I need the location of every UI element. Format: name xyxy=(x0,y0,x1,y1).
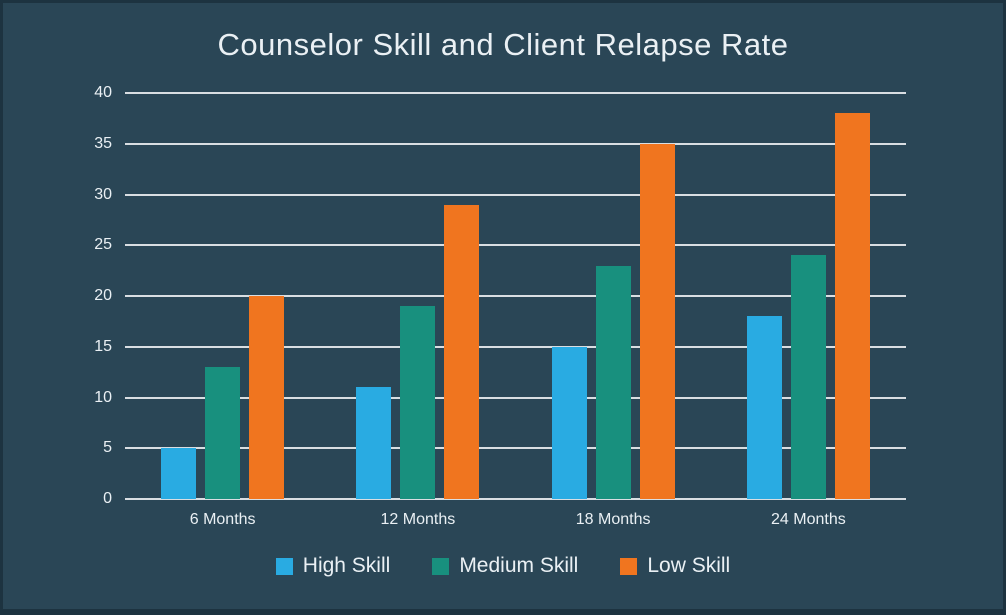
legend-item-high-skill: High Skill xyxy=(275,554,391,578)
y-axis-tick-label: 10 xyxy=(94,388,112,406)
gridline xyxy=(125,142,906,145)
y-axis-tick-label: 0 xyxy=(103,490,112,507)
legend-item-medium-skill: Medium Skill xyxy=(432,554,578,578)
bar-high-skill-12-months xyxy=(356,387,392,499)
bar-low-skill-18-months xyxy=(639,143,675,499)
bar-high-skill-18-months xyxy=(551,346,587,499)
bars-layer xyxy=(125,93,906,499)
bar-high-skill-24-months xyxy=(746,316,782,499)
y-axis-tick-label: 30 xyxy=(94,185,112,203)
gridline xyxy=(125,244,906,247)
x-axis-category-label: 18 Months xyxy=(575,511,651,528)
plot-area: 0 5 10 15 20 25 30 35 40 6 Months 12 Months 18 Mon… xyxy=(94,84,906,528)
bar-high-skill-6-months xyxy=(161,448,197,499)
y-axis-tick-label: 5 xyxy=(103,439,112,457)
bar-group-18-months xyxy=(516,93,711,499)
legend-swatch-medium-skill xyxy=(432,557,450,575)
legend-label: High Skill xyxy=(302,554,391,577)
bar-group-24-months xyxy=(711,93,906,499)
gridline xyxy=(125,498,906,500)
bar-low-skill-6-months xyxy=(249,296,285,499)
x-axis-category-label: 12 Months xyxy=(380,511,456,528)
bar-medium-skill-24-months xyxy=(790,255,826,499)
chart-title: Counselor Skill and Client Relapse Rate xyxy=(217,27,789,62)
bar-low-skill-12-months xyxy=(444,204,480,499)
gridline xyxy=(125,345,906,348)
y-axis-tick-label: 35 xyxy=(94,134,112,152)
y-axis-tick-label: 20 xyxy=(94,287,112,304)
y-axis-tick-label: 25 xyxy=(94,236,112,254)
x-axis-category-label: 24 Months xyxy=(771,511,846,528)
gridline xyxy=(125,92,906,94)
bar-medium-skill-12-months xyxy=(400,306,436,499)
gridlines-layer: 0 5 10 15 20 25 30 35 40 xyxy=(94,84,906,507)
gridline xyxy=(125,193,906,196)
legend-label: Low Skill xyxy=(647,554,731,577)
x-axis-labels: 6 Months 12 Months 18 Months 24 Months xyxy=(125,511,906,529)
legend: High Skill Medium Skill Low Skill xyxy=(3,554,1003,578)
gridline xyxy=(125,295,906,297)
gridline xyxy=(125,396,906,399)
bar-group-6-months xyxy=(125,93,320,499)
legend-label: Medium Skill xyxy=(459,554,579,577)
legend-swatch-low-skill xyxy=(620,557,638,575)
y-axis-tick-label: 40 xyxy=(94,84,112,101)
bar-medium-skill-18-months xyxy=(595,265,631,499)
x-axis-category-label: 6 Months xyxy=(189,511,256,528)
bar-low-skill-24-months xyxy=(834,113,870,499)
legend-swatch-high-skill xyxy=(275,557,293,575)
y-axis-tick-label: 15 xyxy=(94,337,112,355)
bar-medium-skill-6-months xyxy=(205,367,241,499)
legend-item-low-skill: Low Skill xyxy=(620,554,730,578)
gridline xyxy=(125,447,906,450)
bar-group-12-months xyxy=(320,93,515,499)
